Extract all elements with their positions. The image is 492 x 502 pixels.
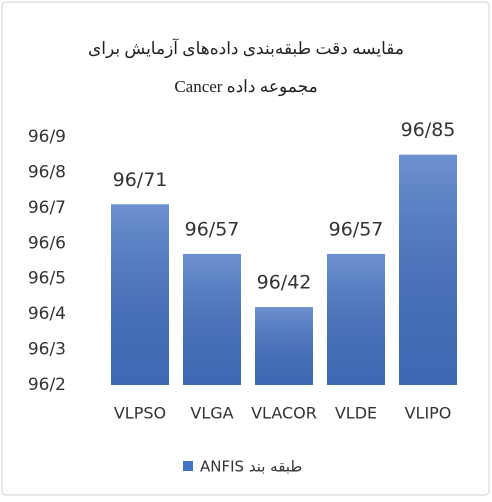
bar-shade (399, 154, 457, 385)
bar-shade (255, 307, 313, 385)
data-label: 96/71 (113, 169, 168, 191)
x-tick-label: VLACOR (251, 404, 317, 423)
x-tick-label: VLIPO (405, 404, 452, 423)
y-tick-label: 96/4 (28, 304, 66, 324)
data-label: 96/42 (257, 272, 312, 294)
bar-shade (327, 253, 385, 385)
y-tick-label: 96/8 (28, 162, 66, 182)
data-label: 96/57 (329, 218, 384, 240)
y-tick-label: 96/5 (28, 269, 66, 289)
legend-label: طبقه بند ANFIS (200, 458, 302, 476)
chart-title: مجموعه داده Cancer (174, 77, 317, 97)
x-tick-label: VLPSO (114, 404, 166, 423)
y-tick-label: 96/2 (28, 375, 66, 395)
data-label: 96/57 (185, 218, 240, 240)
bar-shade (183, 253, 241, 385)
x-tick-label: VLGA (190, 404, 233, 423)
legend-swatch (183, 461, 193, 471)
y-tick-label: 96/3 (28, 340, 66, 360)
data-label: 96/85 (401, 119, 456, 141)
y-tick-label: 96/9 (28, 127, 66, 147)
chart-title: مقایسه دقت طبقه‌بندی داده‌های آزمایش برا… (88, 37, 404, 59)
x-tick-label: VLDE (335, 404, 377, 423)
y-tick-label: 96/7 (28, 198, 66, 218)
y-tick-label: 96/6 (28, 233, 66, 253)
bar-shade (111, 204, 169, 385)
